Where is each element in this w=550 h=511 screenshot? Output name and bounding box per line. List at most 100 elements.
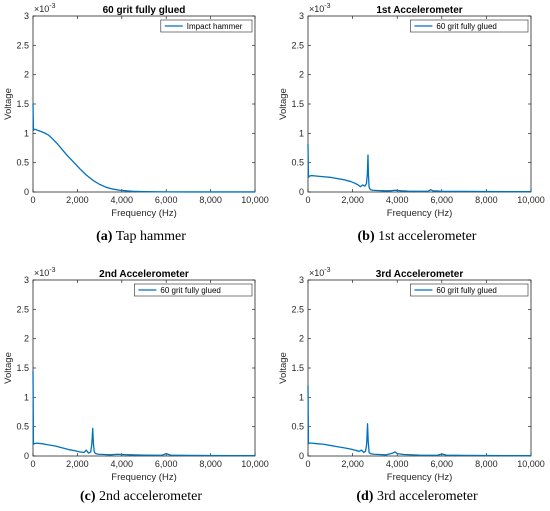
chart-title: 1st Accelerometer [376,5,462,16]
y-tick-label: 2 [299,334,304,344]
y-tick-label: 0 [299,451,304,461]
panel-caption: (d) 3rd accelerometer [356,489,478,504]
legend: 60 grit fully glued [410,283,529,297]
y-axis-label: Voltage [278,88,289,120]
series-line-1 [32,103,255,193]
y-exponent-power: -3 [324,3,330,10]
panel-caption: (a) Tap hammer [96,229,186,244]
x-tick-label: 2,000 [341,195,364,205]
x-tick-label: 8,000 [475,459,498,469]
legend: 60 grit fully glued [410,19,529,33]
series-line-1 [307,143,532,193]
caption-label: (d) [356,489,373,504]
y-exponent-base: ×10 [34,4,49,14]
x-tick-label: 6,000 [431,195,454,205]
x-axis-label: Frequency (Hz) [387,208,452,219]
legend-box [160,19,253,33]
y-axis-label: Voltage [278,352,289,384]
x-tick-label: 10,000 [241,459,269,469]
y-exponent-label: ×10-3 [309,267,331,278]
y-exponent-label: ×10-3 [34,3,56,14]
y-exponent-power: -3 [49,267,55,274]
x-tick-label: 0 [30,459,35,469]
y-tick-label: 1.5 [291,99,304,109]
y-tick-label: 2 [24,334,29,344]
x-tick-label: 6,000 [155,459,178,469]
caption-label: (c) [80,489,96,504]
panel-1: 60 grit fully glued 0 2,000 4,000 6,000 8,000… [3,3,269,244]
caption-text: 3rd accelerometer [373,489,477,504]
y-tick-label: 3 [299,11,304,21]
y-exponent-label: ×10-3 [309,3,331,14]
y-tick-label: 1 [299,128,304,138]
y-axis-label: Voltage [3,352,14,384]
y-exponent-power: -3 [49,3,55,10]
x-tick-label: 2,000 [66,459,89,469]
x-tick-label: 10,000 [517,195,545,205]
caption-text: Tap hammer [112,229,186,244]
x-tick-label: 10,000 [517,459,545,469]
x-axis-label: Frequency (Hz) [111,208,176,219]
y-tick-label: 1 [24,128,29,138]
chart-title: 60 grit fully glued [103,5,186,16]
y-tick-label: 2.5 [16,304,29,314]
x-tick-label: 8,000 [199,459,222,469]
x-tick-label: 0 [30,195,35,205]
x-tick-label: 10,000 [241,195,269,205]
panel-caption: (b) 1st accelerometer [358,229,477,244]
y-tick-label: 0.5 [16,422,29,432]
x-tick-label: 4,000 [111,459,134,469]
chart-title: 3rd Accelerometer [376,269,464,280]
x-tick-label: 6,000 [155,195,178,205]
legend-box [410,19,529,33]
y-tick-label: 2 [24,70,29,80]
x-axis-label: Frequency (Hz) [387,472,452,483]
y-exponent-base: ×10 [309,268,324,278]
caption-text: 1st accelerometer [375,229,477,244]
y-tick-label: 1 [299,392,304,402]
x-tick-label: 6,000 [431,459,454,469]
y-axis-label: Voltage [3,88,14,120]
axes-box [32,279,256,457]
x-tick-label: 2,000 [341,459,364,469]
legend: 60 grit fully glued [134,283,253,297]
y-tick-label: 1.5 [291,363,304,373]
y-tick-label: 0 [299,187,304,197]
x-tick-label: 4,000 [111,195,134,205]
x-tick-label: 0 [305,459,310,469]
x-tick-label: 2,000 [66,195,89,205]
axes-box [307,15,532,193]
legend-box [134,283,253,297]
y-exponent-base: ×10 [34,268,49,278]
caption-text: 2nd accelerometer [96,489,203,504]
caption-label: (b) [358,229,375,244]
x-tick-label: 8,000 [199,195,222,205]
y-tick-label: 1 [24,392,29,402]
x-tick-label: 0 [305,195,310,205]
axes-box [32,15,256,193]
axes-box [307,279,532,457]
y-tick-label: 2.5 [291,40,304,50]
x-tick-label: 4,000 [386,195,409,205]
y-tick-label: 0 [24,187,29,197]
y-tick-label: 2 [299,70,304,80]
legend: Impact hammer [160,19,253,33]
y-exponent-label: ×10-3 [34,267,56,278]
y-tick-label: 3 [299,275,304,285]
legend-box [410,283,529,297]
y-exponent-power: -3 [324,267,330,274]
x-tick-label: 4,000 [386,459,409,469]
y-tick-label: 0.5 [291,158,304,168]
y-tick-label: 1.5 [16,363,29,373]
panel-caption: (c) 2nd accelerometer [80,489,202,504]
x-axis-label: Frequency (Hz) [111,472,176,483]
legend-label: Impact hammer [187,22,243,31]
series-line-1 [32,370,256,457]
legend-label: 60 grit fully glued [436,286,496,295]
y-exponent-base: ×10 [309,4,324,14]
y-tick-label: 2.5 [16,40,29,50]
